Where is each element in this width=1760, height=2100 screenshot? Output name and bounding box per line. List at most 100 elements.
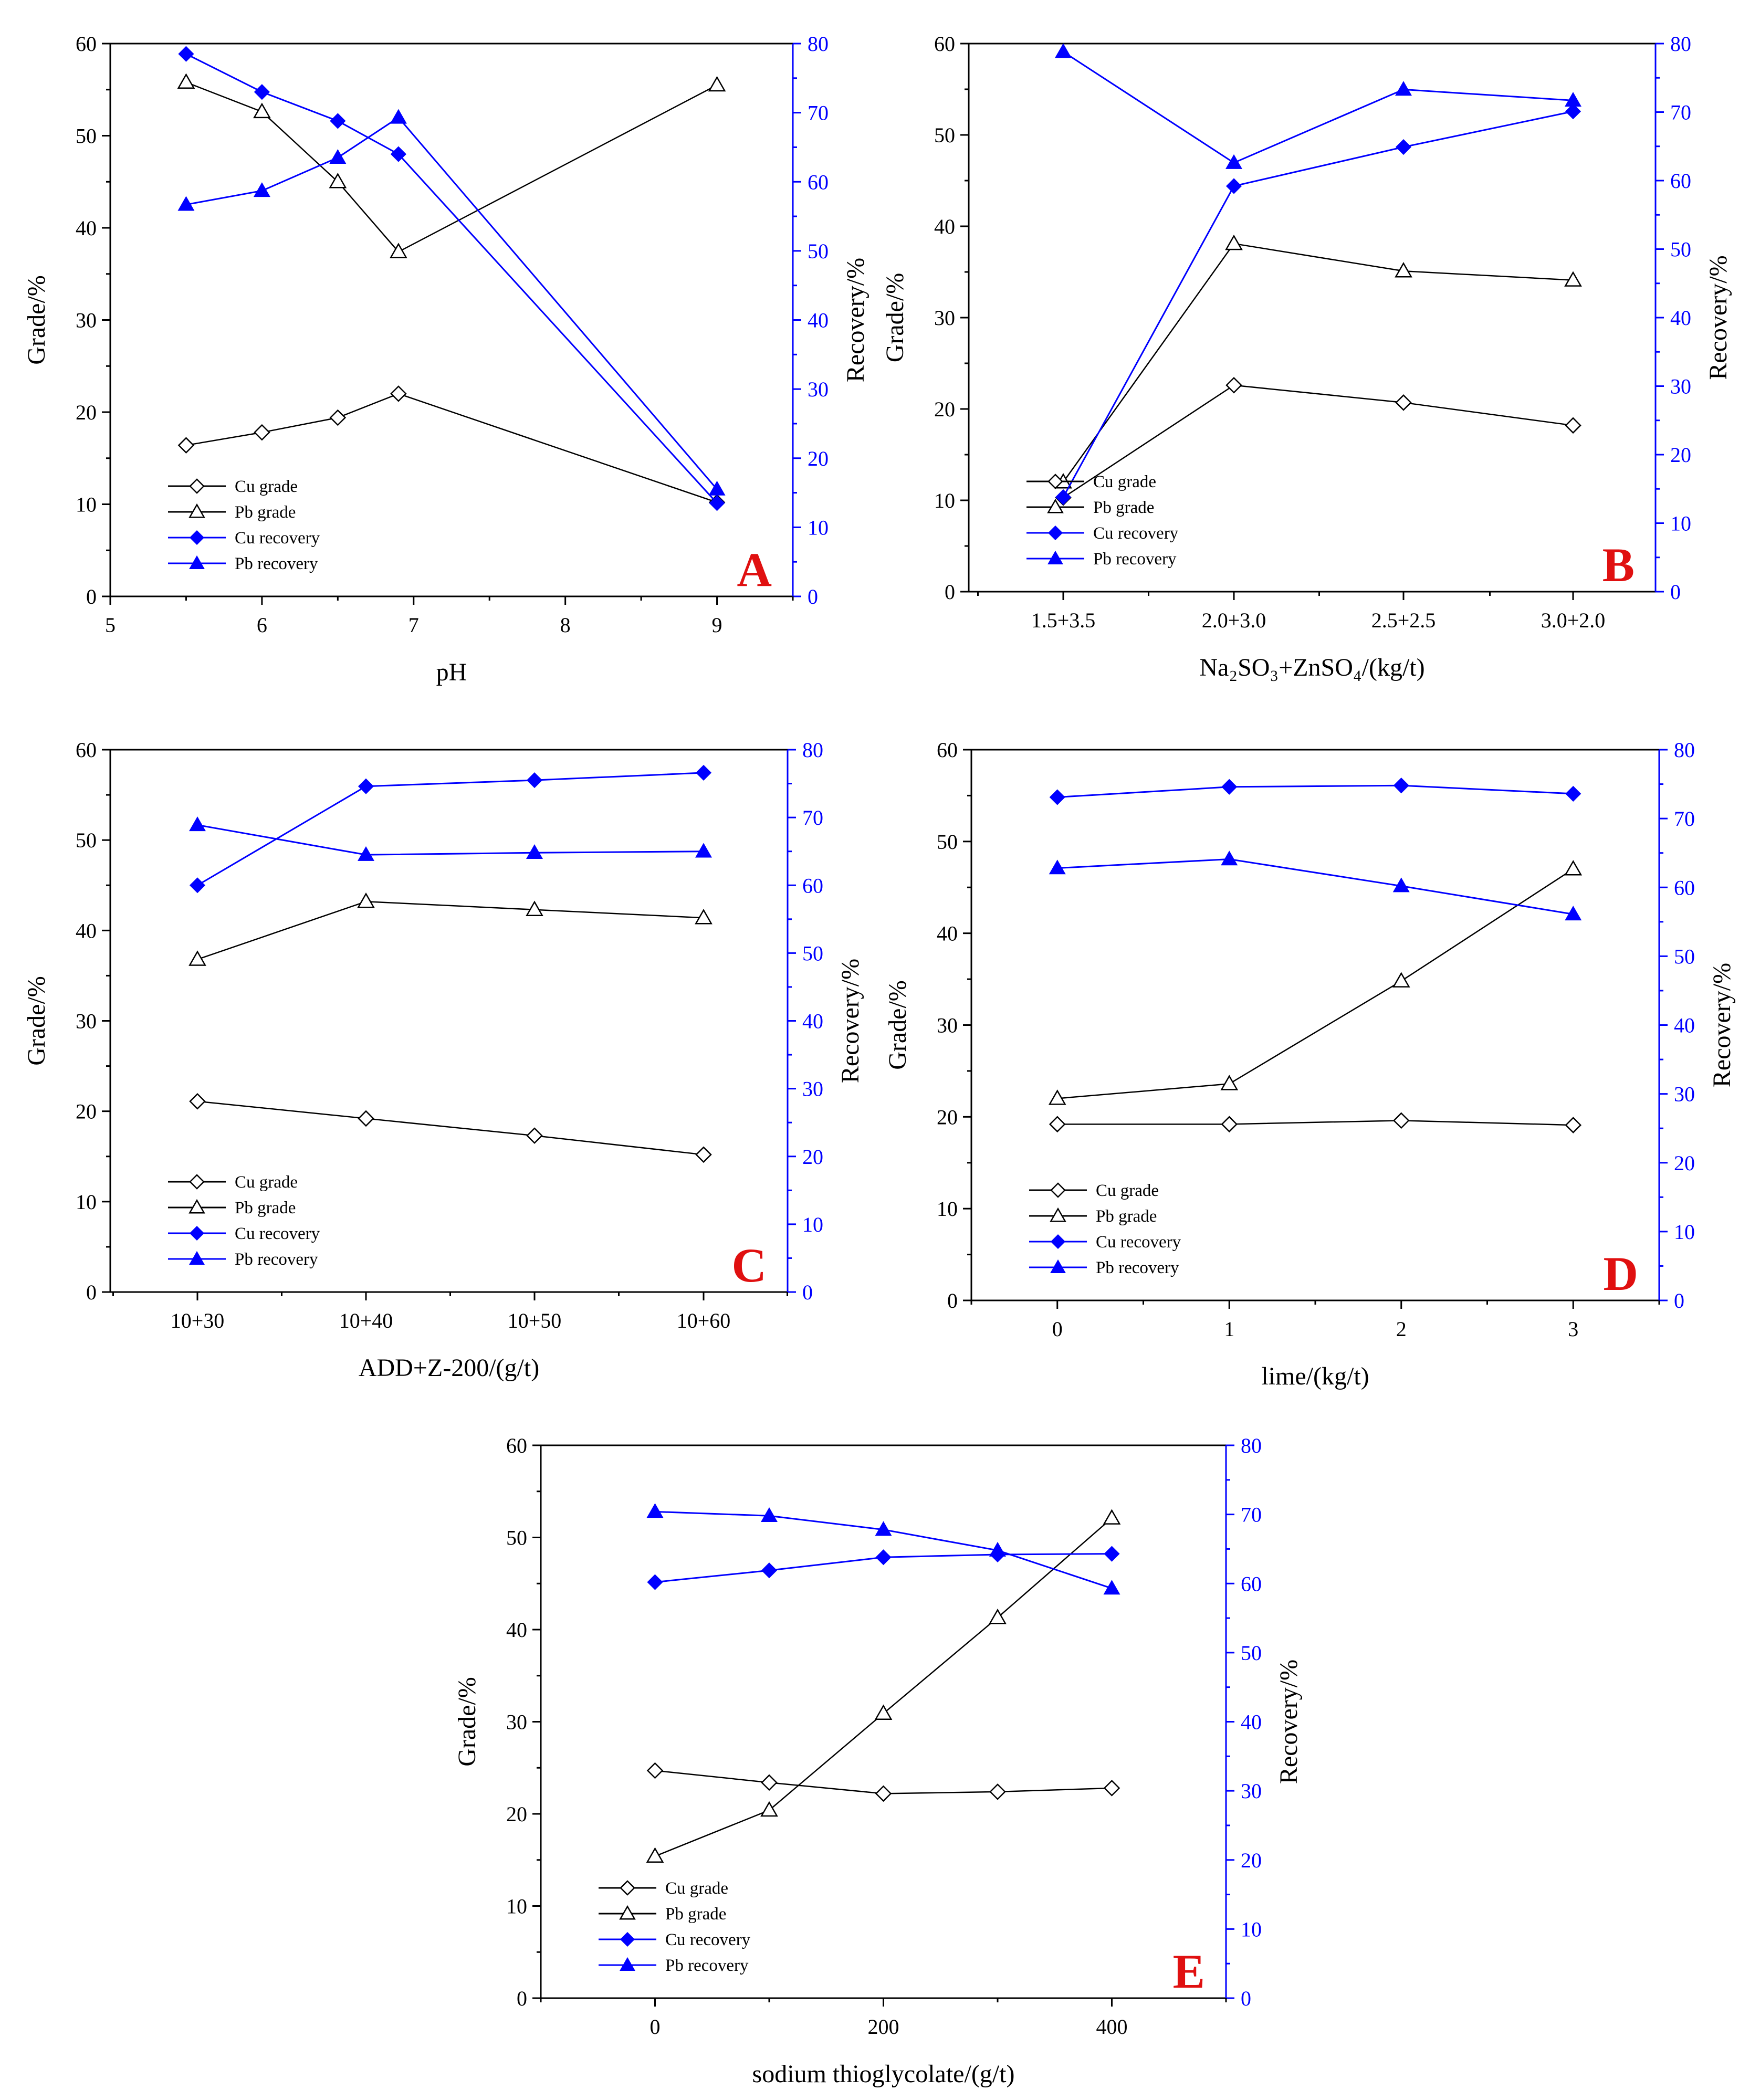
- data-point: [708, 76, 726, 92]
- x-axis-title: ADD+Z-200/(g/t): [359, 1354, 539, 1382]
- data-point: [188, 950, 206, 966]
- data-point: [709, 495, 725, 511]
- data-point: [1049, 1116, 1066, 1133]
- legend-marker: [1047, 498, 1064, 513]
- y-tick-label: 40: [76, 216, 97, 240]
- legend-marker: [188, 1199, 205, 1214]
- legend-marker: [189, 478, 205, 494]
- legend-label: Cu grade: [235, 477, 298, 496]
- y-tick-label: 10: [76, 493, 97, 517]
- y-tick-label: 50: [937, 830, 958, 854]
- x-axis-title: Na₂SO₃+ZnSO₄/(kg/t): [1199, 654, 1424, 681]
- data-point: [761, 1562, 778, 1579]
- y2-tick-label: 0: [808, 585, 818, 608]
- y2-axis-title: Recovery/%: [1704, 255, 1732, 380]
- x-tick-label: 10+40: [339, 1309, 393, 1332]
- y2-axis-title: Recovery/%: [836, 959, 864, 1083]
- legend-marker: [189, 1251, 205, 1265]
- y-tick-label: 20: [76, 1100, 97, 1124]
- x-tick-label: 3: [1568, 1317, 1578, 1341]
- y-tick-label: 50: [76, 124, 97, 148]
- y-tick-label: 60: [937, 738, 958, 762]
- data-point: [526, 1127, 543, 1144]
- data-point: [1049, 789, 1065, 805]
- legend-marker: [189, 530, 205, 545]
- x-axis-title: pH: [436, 658, 467, 686]
- panel-label: C: [732, 1238, 767, 1292]
- legend-marker: [620, 1880, 635, 1896]
- legend-label: Pb grade: [1093, 498, 1154, 517]
- y2-tick-label: 10: [1670, 512, 1691, 536]
- legend-label: Pb grade: [1096, 1207, 1157, 1226]
- data-point: [253, 102, 271, 119]
- y2-axis-title: Recovery/%: [842, 258, 869, 382]
- data-point: [1221, 850, 1238, 866]
- legend-marker: [620, 1957, 635, 1971]
- data-point: [1225, 154, 1242, 169]
- y2-tick-label: 0: [1670, 580, 1681, 604]
- y-tick-label: 0: [947, 1289, 958, 1312]
- data-point: [329, 173, 347, 188]
- series-line-cu-grade: [1057, 1120, 1574, 1126]
- y-tick-label: 20: [934, 397, 955, 421]
- data-point: [989, 1541, 1006, 1557]
- y2-tick-label: 0: [802, 1280, 813, 1304]
- data-point: [1048, 1089, 1066, 1105]
- legend-marker: [620, 1931, 635, 1947]
- legend-label: Cu grade: [1096, 1181, 1159, 1200]
- legend-label: Pb grade: [235, 503, 296, 522]
- data-point: [695, 843, 712, 858]
- y2-tick-label: 70: [1241, 1503, 1262, 1527]
- y2-tick-label: 10: [802, 1213, 823, 1236]
- data-point: [760, 1801, 778, 1817]
- y-tick-label: 0: [945, 580, 955, 604]
- x-axis-title: lime/(kg/t): [1261, 1362, 1369, 1390]
- y2-axis-title: Recovery/%: [1275, 1660, 1303, 1784]
- data-point: [1221, 779, 1238, 795]
- y-tick-label: 40: [506, 1618, 527, 1642]
- y2-tick-label: 30: [808, 377, 829, 401]
- legend-marker: [1047, 550, 1063, 564]
- legend-label: Pb recovery: [665, 1956, 749, 1975]
- legend-label: Cu grade: [665, 1879, 728, 1898]
- data-point: [761, 1507, 778, 1522]
- data-point: [646, 1762, 664, 1779]
- data-point: [1564, 860, 1583, 876]
- data-point: [526, 844, 543, 859]
- y2-tick-label: 30: [802, 1077, 823, 1101]
- y2-tick-label: 50: [802, 941, 823, 965]
- legend-label: Cu recovery: [1096, 1233, 1181, 1252]
- data-point: [1392, 877, 1410, 892]
- x-tick-label: 1.5+3.5: [1031, 608, 1096, 632]
- series-line-pb-grade: [655, 1517, 1113, 1857]
- y2-tick-label: 40: [808, 309, 829, 332]
- legend-marker: [1050, 1234, 1066, 1250]
- panel-label: B: [1602, 538, 1635, 592]
- legend-marker: [189, 1174, 205, 1190]
- panel-label: E: [1173, 1945, 1205, 1998]
- data-point: [329, 149, 347, 164]
- series-line-pb-recovery: [1057, 858, 1574, 915]
- data-point: [177, 437, 195, 454]
- data-point: [1104, 1546, 1120, 1562]
- data-point: [1565, 103, 1581, 120]
- y2-tick-label: 60: [1241, 1572, 1262, 1595]
- series-line-pb-grade: [197, 900, 704, 960]
- x-tick-label: 0: [650, 2015, 661, 2039]
- data-point: [1395, 394, 1412, 411]
- series-line-pb-grade: [1057, 868, 1574, 1099]
- y-axis-title: Grade/%: [884, 980, 912, 1070]
- legend-label: Pb grade: [665, 1905, 726, 1924]
- y-axis-title: Grade/%: [881, 273, 909, 363]
- data-point: [989, 1608, 1007, 1624]
- legend-label: Cu recovery: [665, 1930, 751, 1949]
- y2-tick-label: 80: [808, 32, 829, 56]
- legend-marker: [1050, 1207, 1066, 1222]
- legend-marker: [189, 555, 205, 569]
- data-point: [358, 846, 374, 861]
- data-point: [875, 1549, 892, 1566]
- x-tick-label: 1: [1224, 1317, 1234, 1341]
- x-axis-title: sodium thioglycolate/(g/t): [752, 2060, 1015, 2088]
- data-point: [329, 409, 347, 426]
- y-tick-label: 20: [76, 401, 97, 424]
